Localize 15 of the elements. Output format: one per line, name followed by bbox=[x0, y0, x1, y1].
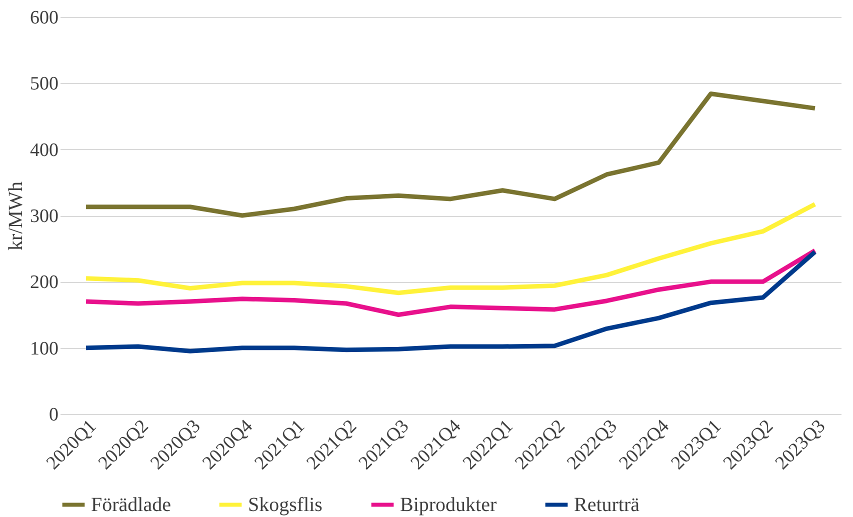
y-tick-label: 300 bbox=[30, 206, 58, 227]
line-series bbox=[84, 248, 818, 317]
y-axis-title: kr/MWh bbox=[5, 182, 27, 250]
y-tick-label: 600 bbox=[30, 8, 58, 28]
y-tick-label: 500 bbox=[30, 74, 58, 95]
legend-label: Förädlade bbox=[91, 494, 172, 516]
y-tick-label: 100 bbox=[30, 338, 58, 360]
y-tick-label: 200 bbox=[30, 272, 58, 294]
legend-label: Returträ bbox=[574, 494, 640, 516]
line-series bbox=[84, 250, 818, 354]
line-series bbox=[84, 202, 818, 296]
y-tick-label: 0 bbox=[49, 404, 58, 426]
legend-label: Biprodukter bbox=[400, 494, 497, 516]
legend-label: Skogsflis bbox=[248, 494, 323, 516]
y-tick-label: 400 bbox=[30, 140, 58, 161]
